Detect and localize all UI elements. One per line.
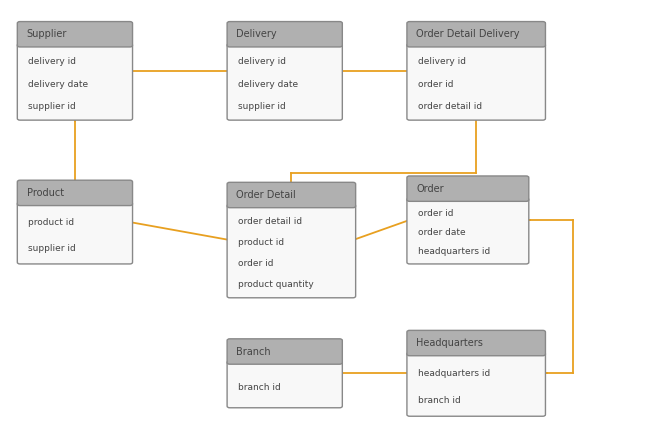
Text: order detail id: order detail id <box>418 102 482 111</box>
Text: headquarters id: headquarters id <box>418 369 490 378</box>
FancyBboxPatch shape <box>227 339 342 364</box>
Text: Delivery: Delivery <box>236 29 277 39</box>
Text: supplier id: supplier id <box>238 102 286 111</box>
Text: branch id: branch id <box>418 396 460 404</box>
FancyBboxPatch shape <box>407 176 529 201</box>
Text: order date: order date <box>418 228 466 237</box>
FancyBboxPatch shape <box>227 182 356 208</box>
FancyBboxPatch shape <box>17 22 133 47</box>
Text: product quantity: product quantity <box>238 280 314 289</box>
Text: Branch: Branch <box>236 346 271 357</box>
Text: order id: order id <box>418 209 453 218</box>
Text: delivery id: delivery id <box>28 58 76 66</box>
FancyBboxPatch shape <box>17 180 133 206</box>
Text: product id: product id <box>238 238 284 247</box>
Text: delivery id: delivery id <box>418 58 466 66</box>
Text: branch id: branch id <box>238 383 280 392</box>
Text: delivery date: delivery date <box>238 80 298 88</box>
FancyBboxPatch shape <box>407 22 545 47</box>
FancyBboxPatch shape <box>407 198 529 264</box>
Text: order id: order id <box>238 259 273 268</box>
FancyBboxPatch shape <box>17 44 133 120</box>
Text: headquarters id: headquarters id <box>418 247 490 256</box>
Text: Order Detail: Order Detail <box>236 190 296 200</box>
Text: supplier id: supplier id <box>28 244 76 253</box>
FancyBboxPatch shape <box>227 44 342 120</box>
Text: Supplier: Supplier <box>27 29 67 39</box>
FancyBboxPatch shape <box>227 204 356 298</box>
FancyBboxPatch shape <box>17 202 133 264</box>
FancyBboxPatch shape <box>407 352 545 416</box>
FancyBboxPatch shape <box>227 22 342 47</box>
Text: product id: product id <box>28 218 74 228</box>
Text: delivery id: delivery id <box>238 58 286 66</box>
FancyBboxPatch shape <box>407 44 545 120</box>
Text: order detail id: order detail id <box>238 217 302 226</box>
Text: Headquarters: Headquarters <box>416 338 483 348</box>
FancyBboxPatch shape <box>407 330 545 356</box>
Text: order id: order id <box>418 80 453 88</box>
Text: delivery date: delivery date <box>28 80 88 88</box>
Text: Product: Product <box>27 188 64 198</box>
FancyBboxPatch shape <box>227 361 342 408</box>
Text: Order Detail Delivery: Order Detail Delivery <box>416 29 519 39</box>
Text: supplier id: supplier id <box>28 102 76 111</box>
Text: Order: Order <box>416 184 444 194</box>
